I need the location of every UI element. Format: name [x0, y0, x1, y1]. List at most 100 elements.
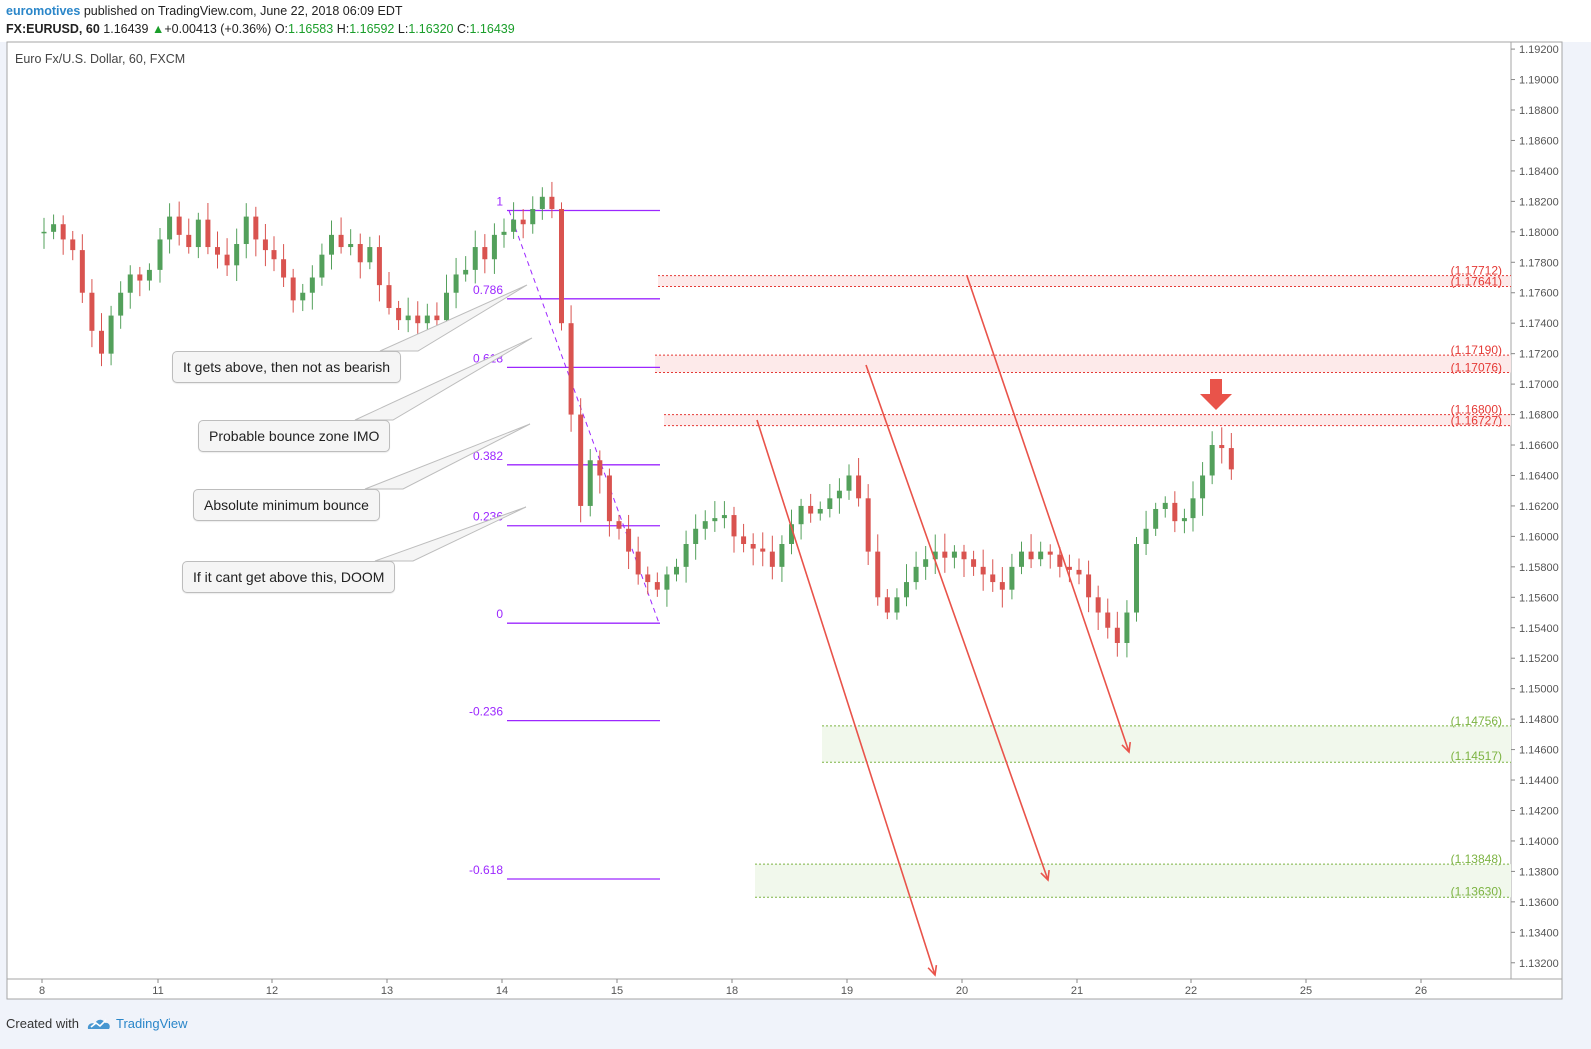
note-doom[interactable]: If it cant get above this, DOOM: [182, 561, 396, 593]
candle-body: [224, 254, 230, 266]
candle-body: [932, 551, 938, 560]
projection-arrow-line: [865, 364, 1049, 881]
last-price: 1.16439: [103, 22, 149, 36]
candle-body: [520, 219, 526, 225]
y-tick-label: 1.18600: [1519, 135, 1559, 147]
projection-arrow-line: [756, 419, 936, 976]
candle-body: [146, 269, 152, 281]
x-tick-label: 12: [266, 985, 278, 997]
created-with-text: Created with: [6, 1016, 79, 1031]
candle-body: [444, 292, 449, 321]
candle-body: [635, 551, 641, 575]
candle-body: [137, 274, 143, 281]
candle-body: [779, 544, 785, 567]
y-tick-label: 1.17200: [1519, 349, 1559, 361]
candle-body: [453, 274, 459, 293]
time-axis: [6, 978, 1563, 1000]
x-tick-label: 21: [1071, 985, 1083, 997]
candle-body: [1172, 502, 1178, 522]
y-tick-label: 1.13600: [1519, 897, 1559, 909]
low-value: 1.16320: [408, 22, 454, 36]
candle-body: [1076, 569, 1082, 575]
candle-body: [760, 548, 766, 552]
candle-body: [683, 544, 689, 567]
note-minimum-bounce[interactable]: Absolute minimum bounce: [193, 489, 380, 521]
y-tick-label: 1.16000: [1519, 531, 1559, 543]
y-tick-label: 1.16400: [1519, 470, 1559, 482]
y-tick-label: 1.13400: [1519, 927, 1559, 939]
tradingview-logo-icon: [87, 1019, 110, 1029]
candle-body: [319, 254, 325, 278]
candle-body: [712, 518, 718, 522]
candle-body: [827, 498, 833, 509]
y-tick-label: 1.16600: [1519, 440, 1559, 452]
chart-title: Euro Fx/U.S. Dollar, 60, FXCM: [15, 52, 185, 66]
open-value: 1.16583: [288, 22, 334, 36]
candle-body: [281, 259, 287, 278]
footer: Created with TradingView: [0, 1006, 1591, 1049]
candle-body: [904, 582, 909, 598]
resistance-bottom-label: (1.16727): [1451, 414, 1502, 428]
candle-body: [798, 505, 804, 525]
candle-body: [167, 216, 173, 240]
y-tick-label: 1.14600: [1519, 745, 1559, 757]
candle-body: [424, 315, 430, 324]
y-tick-label: 1.15400: [1519, 623, 1559, 635]
resistance-bottom-label: (1.17076): [1451, 361, 1502, 375]
candle-body: [808, 505, 814, 514]
candle-body: [875, 551, 881, 598]
note-not-as-bearish[interactable]: It gets above, then not as bearish: [172, 351, 402, 383]
fib-level-label: -0.236: [469, 705, 503, 719]
author-link[interactable]: euromotives: [6, 4, 81, 18]
ohlc-line: FX:EURUSD, 60 1.16439 ▲+0.00413 (+0.36%)…: [6, 22, 515, 36]
candle-body: [990, 574, 996, 583]
candle-body: [1181, 518, 1187, 522]
note-probable-bounce[interactable]: Probable bounce zone IMO: [198, 420, 391, 452]
candle-body: [176, 216, 182, 235]
candle-body: [118, 292, 124, 316]
candle-body: [731, 515, 737, 537]
support-top-label: (1.13848): [1451, 852, 1502, 866]
support-zone: [822, 725, 1511, 763]
fib-trend-line: [508, 210, 660, 624]
y-tick-label: 1.14200: [1519, 805, 1559, 817]
candle-body: [41, 231, 47, 234]
candle-body: [70, 239, 76, 251]
y-tick-label: 1.19200: [1519, 44, 1559, 56]
resistance-zone: [658, 275, 1511, 287]
candle-body: [1095, 597, 1101, 613]
candle-body: [482, 247, 488, 260]
x-tick-label: 22: [1185, 985, 1197, 997]
candle-body: [1124, 612, 1130, 643]
tradingview-brand-link[interactable]: TradingView: [116, 1016, 188, 1031]
resistance-top-label: (1.16800): [1451, 403, 1502, 417]
candle-body: [1209, 445, 1215, 476]
resistance-zone: [664, 414, 1511, 426]
candle-body: [1009, 566, 1015, 590]
y-tick-label: 1.18200: [1519, 196, 1559, 208]
resistance-zone: [655, 355, 1511, 373]
y-tick-label: 1.15600: [1519, 592, 1559, 604]
candle-body: [856, 475, 862, 499]
y-tick-label: 1.13800: [1519, 866, 1559, 878]
candle-body: [616, 521, 622, 529]
candle-body: [205, 219, 211, 248]
candle-body: [157, 239, 163, 270]
x-tick-label: 15: [611, 985, 623, 997]
x-tick-label: 19: [841, 985, 853, 997]
candle-body: [234, 244, 240, 266]
candle-body: [338, 234, 344, 248]
candle-body: [1114, 627, 1120, 643]
candle-body: [329, 234, 334, 255]
candle-body: [1038, 551, 1044, 560]
y-tick-label: 1.15200: [1519, 653, 1559, 665]
price-chart[interactable]: 1.19200 1.19000 1.18800 1.18600 1.18400 1.182…: [0, 0, 1591, 1006]
candle-body: [645, 574, 651, 583]
candle-body: [243, 216, 249, 245]
y-tick-label: 1.18800: [1519, 105, 1559, 117]
x-tick-label: 11: [152, 985, 163, 997]
candle-body: [693, 528, 699, 545]
candle-body: [884, 597, 890, 613]
candle-body: [741, 536, 747, 545]
y-tick-label: 1.16800: [1519, 410, 1559, 422]
